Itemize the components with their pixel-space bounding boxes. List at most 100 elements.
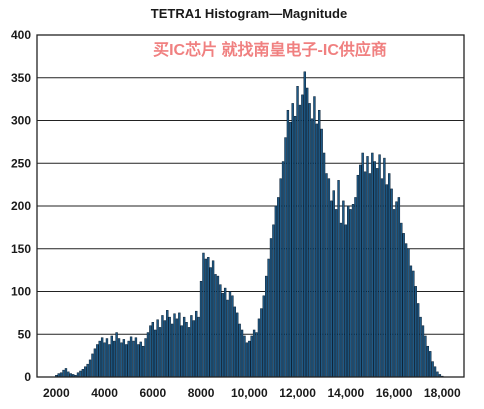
histogram-bar — [175, 318, 179, 378]
histogram-bar — [322, 152, 326, 378]
histogram-bar — [96, 344, 99, 378]
histogram-bar — [209, 267, 212, 378]
histogram-bar — [308, 103, 311, 378]
histogram-bar — [433, 366, 437, 378]
histogram-bar — [146, 332, 150, 378]
histogram-bar — [139, 341, 142, 378]
histogram-bar — [306, 87, 309, 378]
histogram-bar — [286, 109, 290, 378]
y-tick-label: 300 — [11, 114, 31, 128]
histogram-bar — [274, 205, 278, 378]
histogram-bar — [330, 200, 333, 378]
x-tick-label: 10,000 — [231, 386, 268, 400]
histogram-bar — [219, 284, 222, 378]
histogram-bar — [110, 335, 113, 378]
histogram-bar — [277, 197, 280, 378]
histogram-bar — [178, 312, 181, 378]
histogram-bar — [400, 222, 403, 378]
y-tick-label: 350 — [11, 71, 31, 85]
histogram-bar — [255, 332, 258, 378]
histogram-bar — [337, 180, 340, 378]
histogram-bar — [211, 260, 215, 378]
histogram-bar — [173, 313, 176, 378]
histogram-bar — [195, 310, 198, 378]
x-axis-ticks: 2000 4000 6000 8000 10,000 12,000 14,000 16,000… — [43, 386, 461, 400]
histogram-bar — [318, 109, 321, 378]
histogram-bar — [166, 310, 169, 378]
histogram-bar — [291, 103, 294, 378]
histogram-bar — [170, 323, 174, 378]
histogram-bar — [86, 363, 89, 378]
y-axis-ticks: 0 50 100 150 200 250 300 350 400 — [11, 28, 31, 384]
histogram-bar — [243, 335, 246, 378]
histogram-bar — [373, 161, 376, 378]
histogram-bar — [240, 329, 244, 378]
histogram-bar — [226, 299, 229, 378]
histogram-bar — [187, 327, 191, 378]
y-tick-label: 0 — [24, 370, 31, 384]
histogram-bar — [436, 371, 439, 378]
watermark-text: 买IC芯片 就找南皇电子-IC供应商 — [153, 40, 387, 59]
histogram-bar — [81, 369, 85, 378]
histogram-bar — [233, 306, 237, 378]
histogram-bar — [149, 325, 152, 378]
chart-title: TETRA1 Histogram—Magnitude — [151, 6, 347, 21]
histogram-bar — [108, 344, 111, 378]
histogram-bar — [315, 123, 319, 378]
histogram-bar — [88, 359, 92, 378]
histogram-bar — [156, 319, 159, 378]
histogram-bar — [134, 337, 138, 378]
histogram-bar — [129, 336, 133, 378]
histogram-bar — [163, 320, 167, 378]
histogram-bar — [214, 274, 217, 378]
x-tick-label: 6000 — [139, 386, 166, 400]
histogram-bar — [248, 340, 251, 378]
histogram-bar — [168, 316, 171, 378]
histogram-bar — [284, 137, 287, 378]
histogram-bar — [113, 340, 116, 378]
histogram-bar — [158, 327, 162, 378]
histogram-bar — [228, 291, 232, 378]
histogram-bar — [272, 224, 275, 378]
histogram-bar — [351, 204, 355, 378]
histogram-bar — [122, 339, 126, 378]
y-tick-label: 200 — [11, 199, 31, 213]
histogram-bar — [231, 295, 234, 378]
histogram-bar — [388, 173, 391, 378]
histogram-bar — [334, 209, 338, 378]
histogram-bar — [412, 270, 415, 378]
histogram-bar — [182, 316, 186, 378]
histogram-bar — [117, 338, 121, 378]
histogram-bar — [366, 156, 369, 378]
histogram-bar — [378, 154, 381, 378]
histogram-bar — [380, 178, 384, 378]
y-tick-label: 100 — [11, 285, 31, 299]
histogram-bar — [325, 173, 328, 378]
histogram-bar — [93, 348, 97, 378]
histogram-bar — [207, 257, 210, 378]
histogram-bar — [293, 115, 297, 378]
y-tick-label: 50 — [18, 327, 32, 341]
histogram-bar — [190, 315, 193, 378]
histogram-bar — [339, 222, 343, 378]
histogram-bar — [431, 361, 434, 378]
histogram-bar — [137, 344, 140, 378]
histogram-bar — [371, 152, 374, 378]
histogram-bar — [344, 224, 347, 378]
histogram-bar — [320, 128, 323, 378]
histogram-bar — [79, 370, 82, 378]
histogram-bar — [383, 157, 386, 378]
histogram-bar — [356, 174, 360, 378]
histogram-bar — [361, 152, 364, 378]
gridlines — [37, 77, 464, 335]
histogram-bar — [236, 312, 239, 378]
y-tick-label: 400 — [11, 28, 31, 42]
histogram-bar — [267, 258, 270, 378]
histogram-bar — [349, 209, 352, 378]
histogram-bar — [223, 287, 227, 378]
y-tick-label: 250 — [11, 156, 31, 170]
histogram-bar — [416, 303, 420, 378]
y-tick-label: 150 — [11, 242, 31, 256]
histogram-bar — [264, 275, 268, 378]
